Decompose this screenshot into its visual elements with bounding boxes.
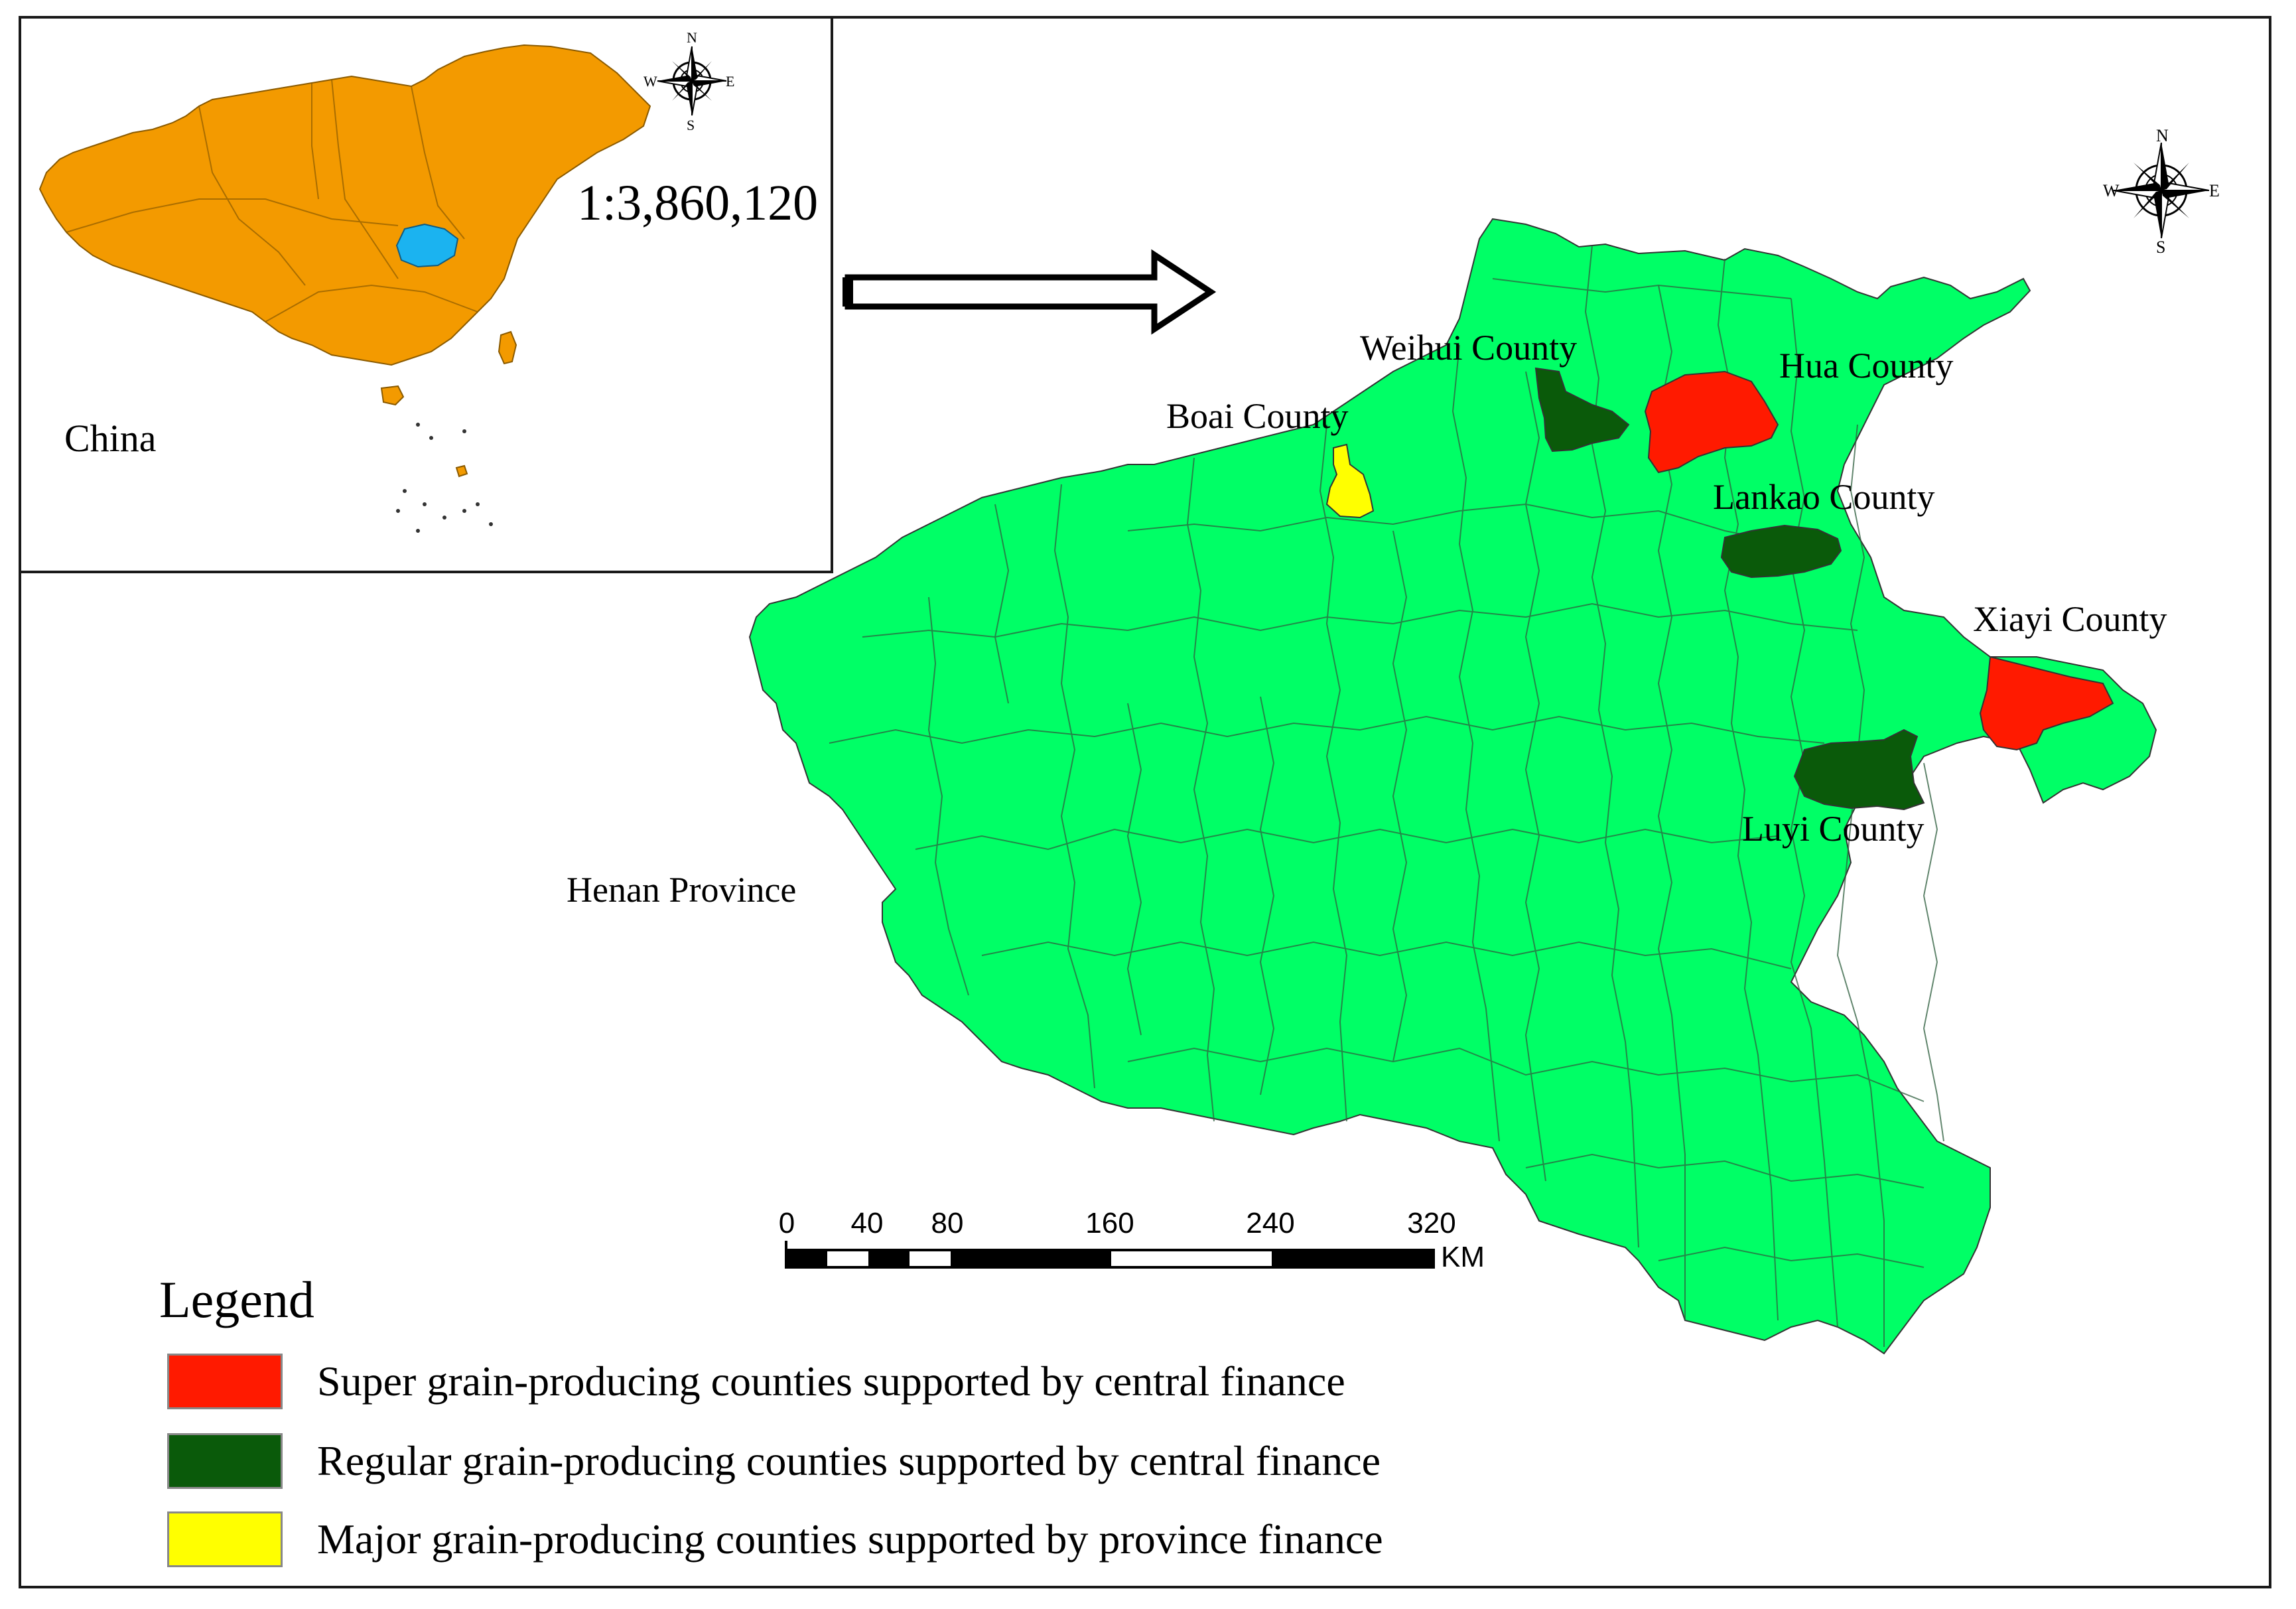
label-boai-county: Boai County (1166, 396, 1349, 436)
china-shape (38, 44, 651, 366)
china-island-hainan (380, 385, 405, 406)
compass-inset-n: N (687, 29, 697, 46)
china-province-lines (66, 79, 478, 322)
henan-inset-shape (395, 223, 459, 268)
china-island-taiwan (498, 330, 517, 365)
scale-tick-0: 0 (778, 1207, 795, 1239)
label-luyi-county: Luyi County (1742, 809, 1925, 849)
compass-main-s: S (2156, 238, 2166, 257)
china-inset-panel (19, 16, 833, 573)
label-lankao-county: Lankao County (1713, 477, 1935, 517)
henan-province-map (748, 218, 2157, 1355)
compass-rose-main-icon (2113, 142, 2210, 239)
county-boai-shape (1325, 443, 1375, 519)
scale-tick-320: 320 (1407, 1207, 1456, 1239)
compass-inset-e: E (726, 73, 735, 90)
legend-title: Legend (159, 1271, 314, 1328)
scale-ratio-label: 1:3,860,120 (577, 175, 819, 231)
scale-tick-40: 40 (850, 1207, 884, 1239)
compass-main-n: N (2156, 126, 2169, 145)
arrow-icon (843, 249, 1217, 335)
scale-tick-80: 80 (931, 1207, 964, 1239)
label-xiayi-county: Xiayi County (1973, 599, 2167, 639)
legend-label-super: Super grain-producing counties supported… (317, 1358, 1345, 1405)
county-lankao-shape (1720, 524, 1842, 579)
legend-label-major: Major grain-producing counties supported… (317, 1515, 1383, 1563)
legend-item-regular: Regular grain-producing counties support… (167, 1433, 1381, 1489)
county-hua-shape (1644, 370, 1779, 474)
county-luyi-shape (1793, 729, 1925, 811)
legend-item-major: Major grain-producing counties supported… (167, 1511, 1383, 1567)
island-dots (396, 423, 493, 533)
legend-label-regular: Regular grain-producing counties support… (317, 1437, 1381, 1484)
china-island-south-sea (455, 464, 468, 478)
compass-inset-s: S (687, 117, 695, 133)
china-map (38, 44, 651, 533)
legend-swatch-super (167, 1354, 283, 1409)
scale-tick-240: 240 (1246, 1207, 1295, 1239)
henan-province-shape (748, 218, 2157, 1355)
china-label: China (64, 417, 157, 460)
county-weihui-shape (1534, 367, 1630, 453)
compass-main-w: W (2103, 181, 2120, 200)
compass-main-e: E (2209, 181, 2220, 200)
scale-bar (785, 1241, 1435, 1269)
label-hua-county: Hua County (1779, 346, 1954, 385)
legend-swatch-major (167, 1511, 283, 1567)
label-henan-province: Henan Province (567, 870, 797, 910)
county-xiayi-shape (1979, 656, 2114, 751)
label-weihui-county: Weihui County (1360, 328, 1578, 368)
scale-tick-160: 160 (1085, 1207, 1134, 1239)
compass-rose-inset-icon (657, 46, 727, 116)
compass-inset-w: W (643, 73, 657, 90)
legend-swatch-regular (167, 1433, 283, 1489)
county-boundaries (829, 245, 1944, 1347)
scale-unit-label: KM (1441, 1241, 1485, 1273)
legend-item-super: Super grain-producing counties supported… (167, 1354, 1345, 1409)
